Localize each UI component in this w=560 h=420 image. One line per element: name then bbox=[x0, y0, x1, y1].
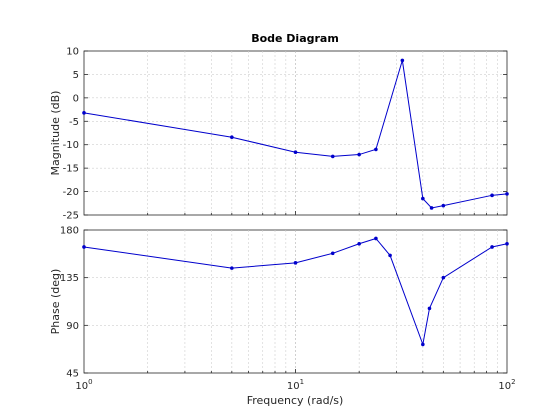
phase-y-tick-label: 135 bbox=[60, 273, 79, 284]
phase-series-line bbox=[83, 237, 508, 347]
phase-data-point bbox=[427, 306, 432, 311]
magnitude-y-tick-label: -10 bbox=[63, 140, 79, 151]
phase-data-point bbox=[388, 253, 392, 258]
magnitude-data-point bbox=[400, 58, 405, 63]
magnitude-y-tick-label: 10 bbox=[66, 47, 79, 58]
magnitude-data-point bbox=[357, 152, 361, 157]
magnitude-y-tick-label: -15 bbox=[63, 164, 79, 175]
magnitude-data-point bbox=[505, 192, 509, 196]
phase-data-point bbox=[330, 251, 335, 256]
chart-title: Bode Diagram bbox=[251, 32, 339, 45]
magnitude-panel: 10 5 0 -5 -10 -15 -20 -25 Magnitude (dB) bbox=[49, 47, 509, 222]
magnitude-data-point bbox=[490, 193, 494, 198]
magnitude-y-tick-label: 5 bbox=[73, 70, 79, 81]
magnitude-y-tick-label: -25 bbox=[63, 211, 79, 222]
magnitude-series-line bbox=[83, 60, 508, 209]
phase-data-point bbox=[357, 241, 361, 246]
phase-y-axis-label: Phase (deg) bbox=[49, 269, 62, 335]
x-tick-label: 101 bbox=[287, 378, 304, 392]
magnitude-y-tick-label: 0 bbox=[73, 93, 79, 104]
magnitude-data-point bbox=[82, 111, 86, 115]
phase-data-point bbox=[421, 342, 425, 347]
x-axis-label: Frequency (rad/s) bbox=[247, 394, 344, 407]
phase-data-point bbox=[293, 261, 298, 265]
magnitude-data-point bbox=[330, 154, 335, 159]
phase-data-point bbox=[82, 245, 86, 249]
magnitude-y-tick-label: -20 bbox=[63, 187, 79, 198]
magnitude-y-axis-label: Magnitude (dB) bbox=[49, 91, 62, 176]
phase-data-point bbox=[490, 245, 494, 249]
x-tick-label: 100 bbox=[75, 378, 92, 392]
magnitude-data-point bbox=[293, 150, 298, 155]
phase-y-tick-label: 90 bbox=[66, 321, 79, 332]
phase-data-point bbox=[505, 241, 509, 246]
magnitude-y-tick-label: -5 bbox=[69, 117, 79, 128]
phase-data-point bbox=[230, 266, 234, 270]
phase-data-point bbox=[441, 275, 446, 280]
phase-panel: 180 135 90 45 Phase (deg) 100 101 102 bbox=[49, 226, 516, 393]
magnitude-data-point bbox=[374, 147, 378, 152]
phase-y-tick-label: 45 bbox=[66, 369, 79, 380]
magnitude-data-point bbox=[421, 196, 425, 201]
magnitude-data-point bbox=[230, 135, 234, 140]
magnitude-data-point bbox=[441, 203, 446, 208]
phase-data-point bbox=[374, 236, 378, 241]
magnitude-data-point bbox=[429, 206, 434, 210]
phase-axes-frame bbox=[83, 229, 508, 374]
phase-y-tick-label: 180 bbox=[60, 226, 79, 237]
x-tick-label: 102 bbox=[498, 378, 515, 392]
